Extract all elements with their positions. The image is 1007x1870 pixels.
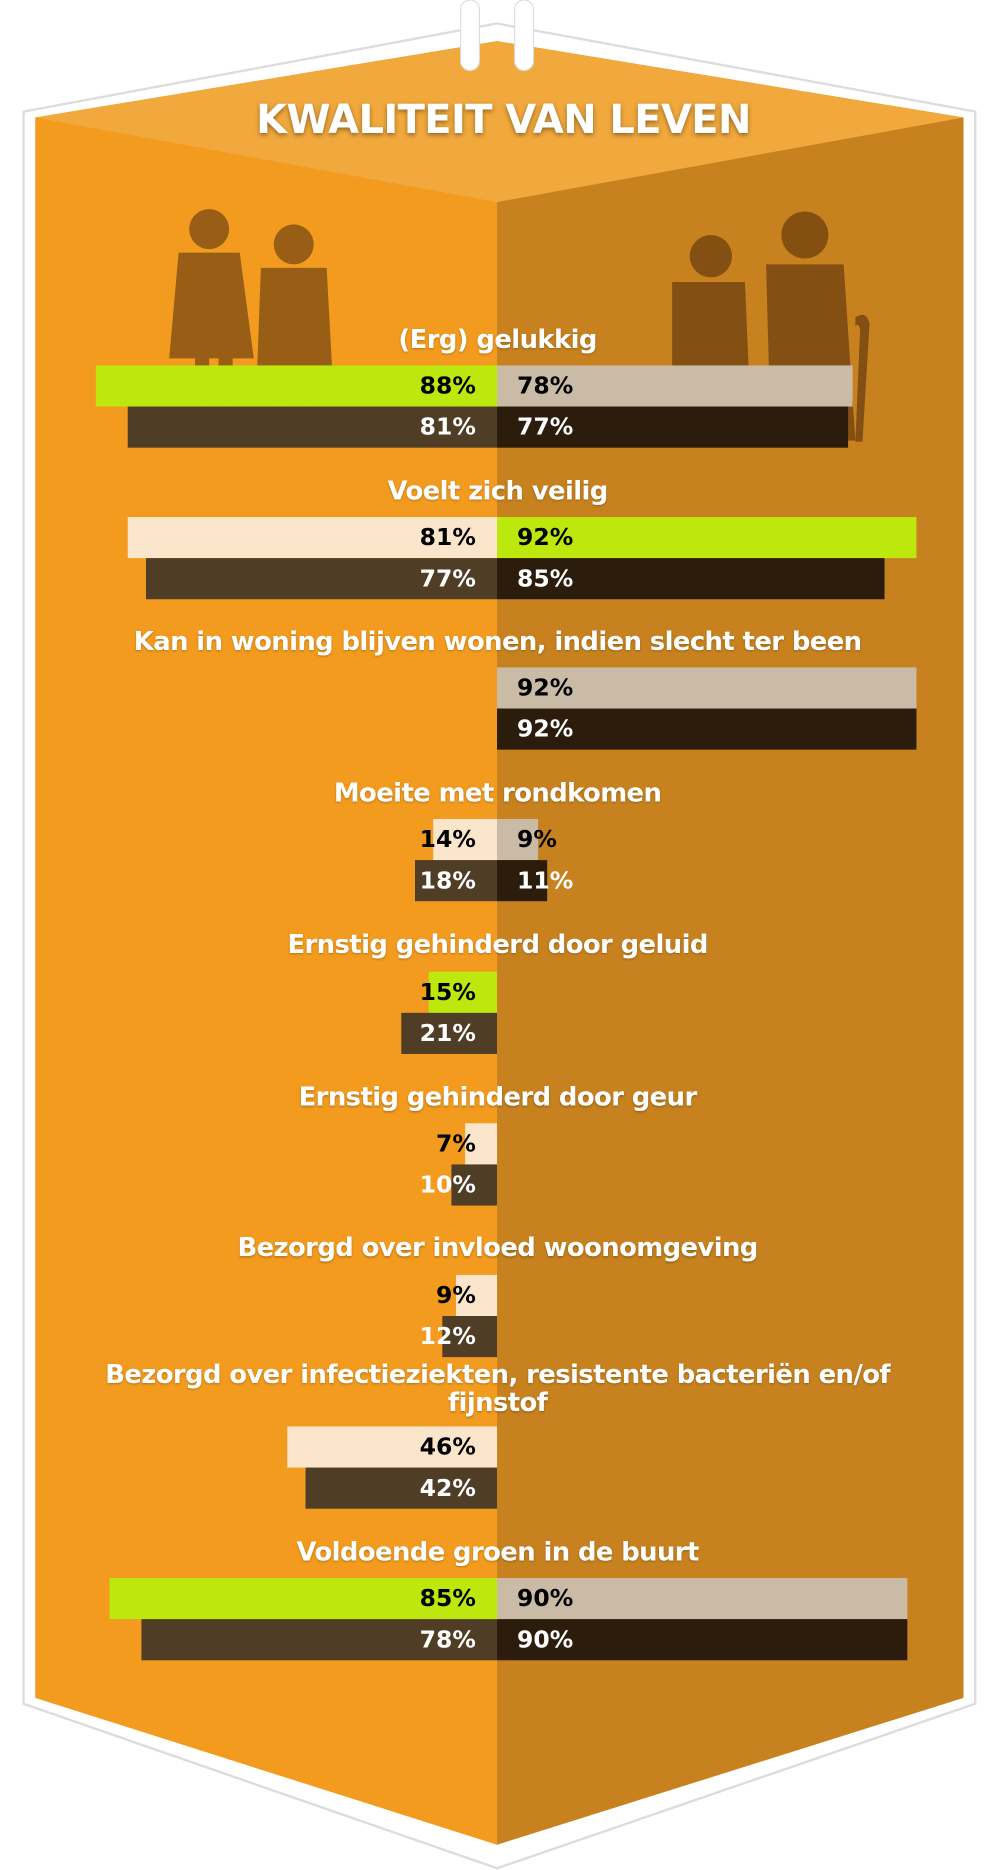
value-label: 92%	[517, 667, 573, 707]
value-label: 77%	[517, 407, 573, 447]
category-label: Voldoende groen in de buurt	[71, 1539, 925, 1567]
value-label: 85%	[517, 558, 573, 598]
value-label: 10%	[420, 1164, 476, 1204]
value-label: 85%	[420, 1578, 476, 1618]
value-label: 78%	[420, 1619, 476, 1659]
value-label: 81%	[420, 517, 476, 557]
category-label: Ernstig gehinderd door geur	[71, 1085, 925, 1113]
value-label: 77%	[420, 558, 476, 598]
hanger	[515, 0, 534, 71]
infographic: KWALITEIT VAN LEVEN (Erg) gelukkig Voelt …	[0, 0, 1007, 1869]
value-label: 18%	[420, 860, 476, 900]
page: {"chart_data": {"type": "diverging-bar",…	[0, 0, 1007, 1870]
value-label: 9%	[517, 819, 557, 859]
hanger	[461, 0, 480, 71]
category-label: Bezorgd over infectieziekten, resistente…	[71, 1362, 925, 1418]
value-label: 46%	[420, 1426, 476, 1466]
value-label: 81%	[420, 407, 476, 447]
value-label: 9%	[436, 1275, 476, 1315]
value-label: 78%	[517, 365, 573, 405]
value-label: 14%	[420, 819, 476, 859]
value-label: 42%	[420, 1468, 476, 1508]
value-label: 90%	[517, 1619, 573, 1659]
value-label: 90%	[517, 1578, 573, 1618]
value-label: 12%	[420, 1316, 476, 1356]
value-label: 7%	[436, 1123, 476, 1163]
value-label: 92%	[517, 517, 573, 557]
category-label: Kan in woning blijven wonen, indien slec…	[71, 629, 925, 657]
category-label: Bezorgd over invloed woonomgeving	[71, 1235, 925, 1263]
value-label: 11%	[517, 860, 573, 900]
value-label: 88%	[420, 365, 476, 405]
category-label: Voelt zich veilig	[71, 478, 925, 506]
value-label: 92%	[517, 709, 573, 749]
value-label: 21%	[420, 1013, 476, 1053]
category-label: Ernstig gehinderd door geluid	[71, 932, 925, 960]
category-label: (Erg) gelukkig	[71, 327, 925, 355]
category-label: Moeite met rondkomen	[71, 780, 925, 808]
value-label: 15%	[420, 972, 476, 1012]
chart-title: KWALITEIT VAN LEVEN	[0, 96, 1007, 143]
